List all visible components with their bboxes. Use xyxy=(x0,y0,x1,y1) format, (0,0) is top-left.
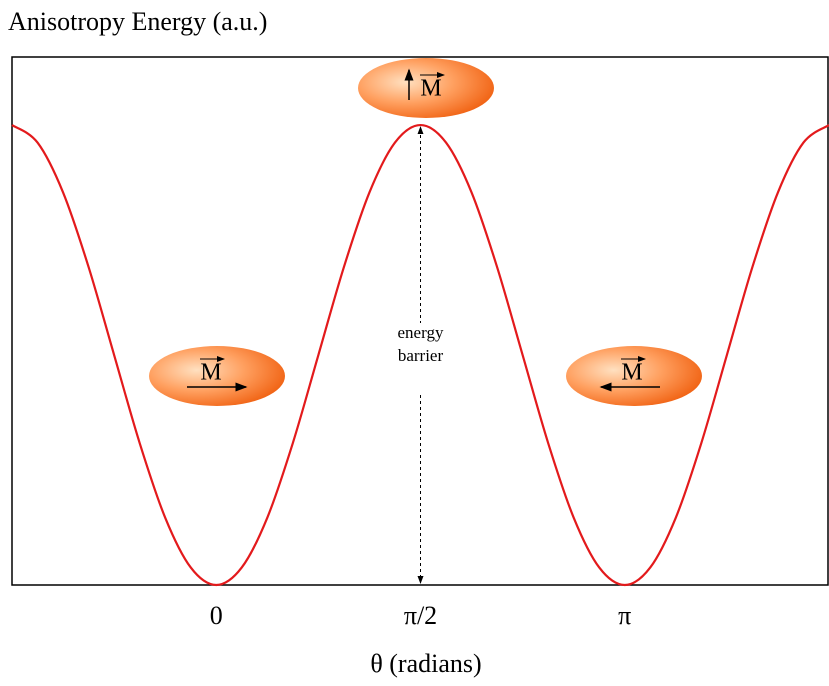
plot-frame xyxy=(11,56,829,586)
plot-area: 0 π/2 π xyxy=(11,123,829,630)
barrier-label-bg xyxy=(382,346,459,368)
x-tick-label: 0 xyxy=(210,601,223,630)
x-axis-label: θ (radians) xyxy=(370,649,481,678)
x-tick-label: π xyxy=(618,601,631,630)
x-tick-label: π/2 xyxy=(404,601,437,630)
barrier-label: barrier xyxy=(398,346,444,365)
magnet-label: M xyxy=(621,360,642,386)
barrier-label-bg xyxy=(382,323,459,345)
magnet xyxy=(149,346,285,406)
annotations: M M M energy barrier xyxy=(149,58,702,584)
magnet-label: M xyxy=(420,76,441,102)
magnet-label: M xyxy=(200,360,221,386)
chart-title: Anisotropy Energy (a.u.) xyxy=(8,7,267,36)
curve xyxy=(11,123,829,587)
barrier-label: energy xyxy=(398,323,444,342)
magnet xyxy=(358,58,494,118)
